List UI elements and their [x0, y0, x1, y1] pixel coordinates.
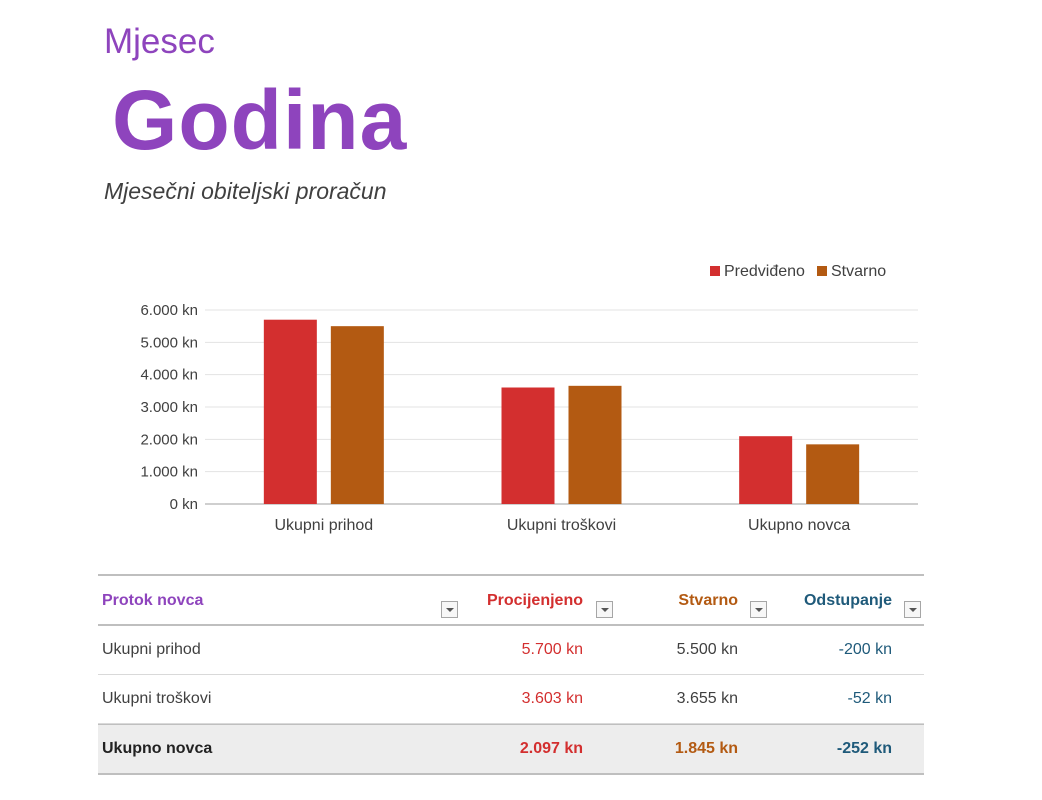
- bar: [739, 436, 793, 504]
- total-label: Ukupno novca: [102, 740, 213, 757]
- x-tick-label: Ukupni prihod: [274, 517, 373, 534]
- filter-dropdown-icon[interactable]: [441, 601, 458, 618]
- year-heading: Godina: [112, 73, 408, 167]
- row-label: Ukupni troškovi: [102, 690, 212, 707]
- budget-bar-chart: 0 kn 1.000 kn 2.000 kn 3.000 kn 4.000 kn 5.00…: [140, 263, 918, 534]
- header-cash-flow: Protok novca: [102, 592, 204, 609]
- y-tick-label: 4.000 kn: [140, 367, 198, 384]
- y-tick-label: 2.000 kn: [140, 431, 198, 448]
- y-tick-label: 6.000 kn: [140, 302, 198, 319]
- filter-dropdown-icon[interactable]: [904, 601, 921, 618]
- bar: [806, 444, 860, 504]
- legend-swatch: [710, 266, 720, 276]
- bar: [568, 385, 622, 504]
- estimated-value: 5.700 kn: [521, 641, 583, 658]
- legend-label: Stvarno: [831, 263, 886, 280]
- y-tick-label: 3.000 kn: [140, 399, 198, 416]
- table-row: Ukupni prihod 5.700 kn 5.500 kn -200 kn: [98, 626, 924, 675]
- y-tick-label: 1.000 kn: [140, 464, 198, 481]
- page-subtitle: Mjesečni obiteljski proračun: [104, 178, 387, 204]
- y-tick-label: 0 kn: [170, 496, 198, 513]
- actual-value: 5.500 kn: [676, 641, 738, 658]
- bar: [330, 326, 384, 504]
- x-tick-label: Ukupno novca: [748, 517, 850, 534]
- total-estimated-value: 2.097 kn: [519, 740, 583, 757]
- row-label: Ukupni prihod: [102, 641, 201, 658]
- total-actual-value: 1.845 kn: [674, 740, 738, 757]
- bar: [501, 387, 555, 504]
- total-variance-value: -252 kn: [836, 740, 892, 757]
- table-header-row: Protok novca Procijenjeno Stvarno Odstup…: [98, 576, 924, 626]
- variance-value: -52 kn: [847, 690, 892, 707]
- y-tick-label: 5.000 kn: [140, 334, 198, 351]
- table-row: Ukupni troškovi 3.603 kn 3.655 kn -52 kn: [98, 675, 924, 724]
- month-heading: Mjesec: [104, 22, 215, 61]
- variance-value: -200 kn: [838, 641, 892, 658]
- legend-swatch: [817, 266, 827, 276]
- cash-flow-table: Protok novca Procijenjeno Stvarno Odstup…: [98, 574, 924, 775]
- x-tick-label: Ukupni troškovi: [507, 517, 616, 534]
- actual-value: 3.655 kn: [676, 690, 738, 707]
- bar: [263, 319, 317, 504]
- header-actual: Stvarno: [678, 592, 738, 609]
- header-estimated: Procijenjeno: [486, 592, 583, 609]
- filter-dropdown-icon[interactable]: [750, 601, 767, 618]
- header-variance: Odstupanje: [803, 592, 892, 609]
- filter-dropdown-icon[interactable]: [596, 601, 613, 618]
- estimated-value: 3.603 kn: [521, 690, 583, 707]
- table-total-row: Ukupno novca 2.097 kn 1.845 kn -252 kn: [98, 724, 924, 775]
- legend-label: Predviđeno: [724, 263, 805, 280]
